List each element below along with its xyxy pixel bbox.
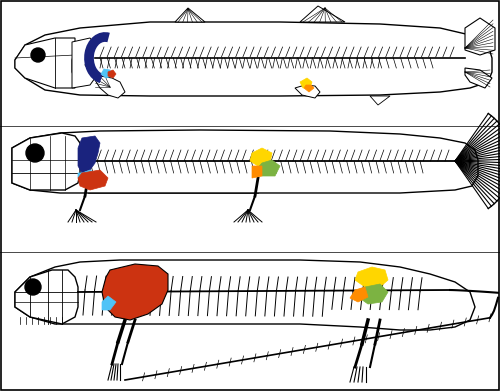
Polygon shape [15, 270, 78, 324]
Polygon shape [72, 38, 95, 88]
Polygon shape [255, 160, 280, 176]
Polygon shape [355, 267, 388, 287]
Polygon shape [304, 85, 314, 92]
Polygon shape [15, 38, 75, 88]
Polygon shape [465, 18, 495, 55]
Polygon shape [78, 170, 108, 190]
Polygon shape [15, 260, 475, 330]
Polygon shape [358, 284, 388, 304]
Polygon shape [252, 166, 262, 178]
Circle shape [25, 279, 41, 295]
Polygon shape [78, 136, 100, 173]
Polygon shape [465, 68, 492, 88]
Polygon shape [102, 296, 116, 310]
Polygon shape [101, 69, 112, 78]
Polygon shape [78, 170, 95, 178]
Polygon shape [300, 6, 345, 22]
Polygon shape [175, 8, 205, 22]
Polygon shape [102, 264, 168, 320]
Polygon shape [108, 70, 116, 78]
Polygon shape [95, 76, 125, 98]
Polygon shape [300, 78, 312, 88]
Polygon shape [250, 148, 272, 166]
Circle shape [26, 144, 44, 162]
Polygon shape [350, 287, 368, 302]
Circle shape [31, 48, 45, 62]
Polygon shape [15, 22, 492, 96]
Polygon shape [12, 130, 478, 193]
Polygon shape [370, 96, 390, 105]
Polygon shape [295, 85, 320, 98]
Polygon shape [12, 133, 80, 190]
